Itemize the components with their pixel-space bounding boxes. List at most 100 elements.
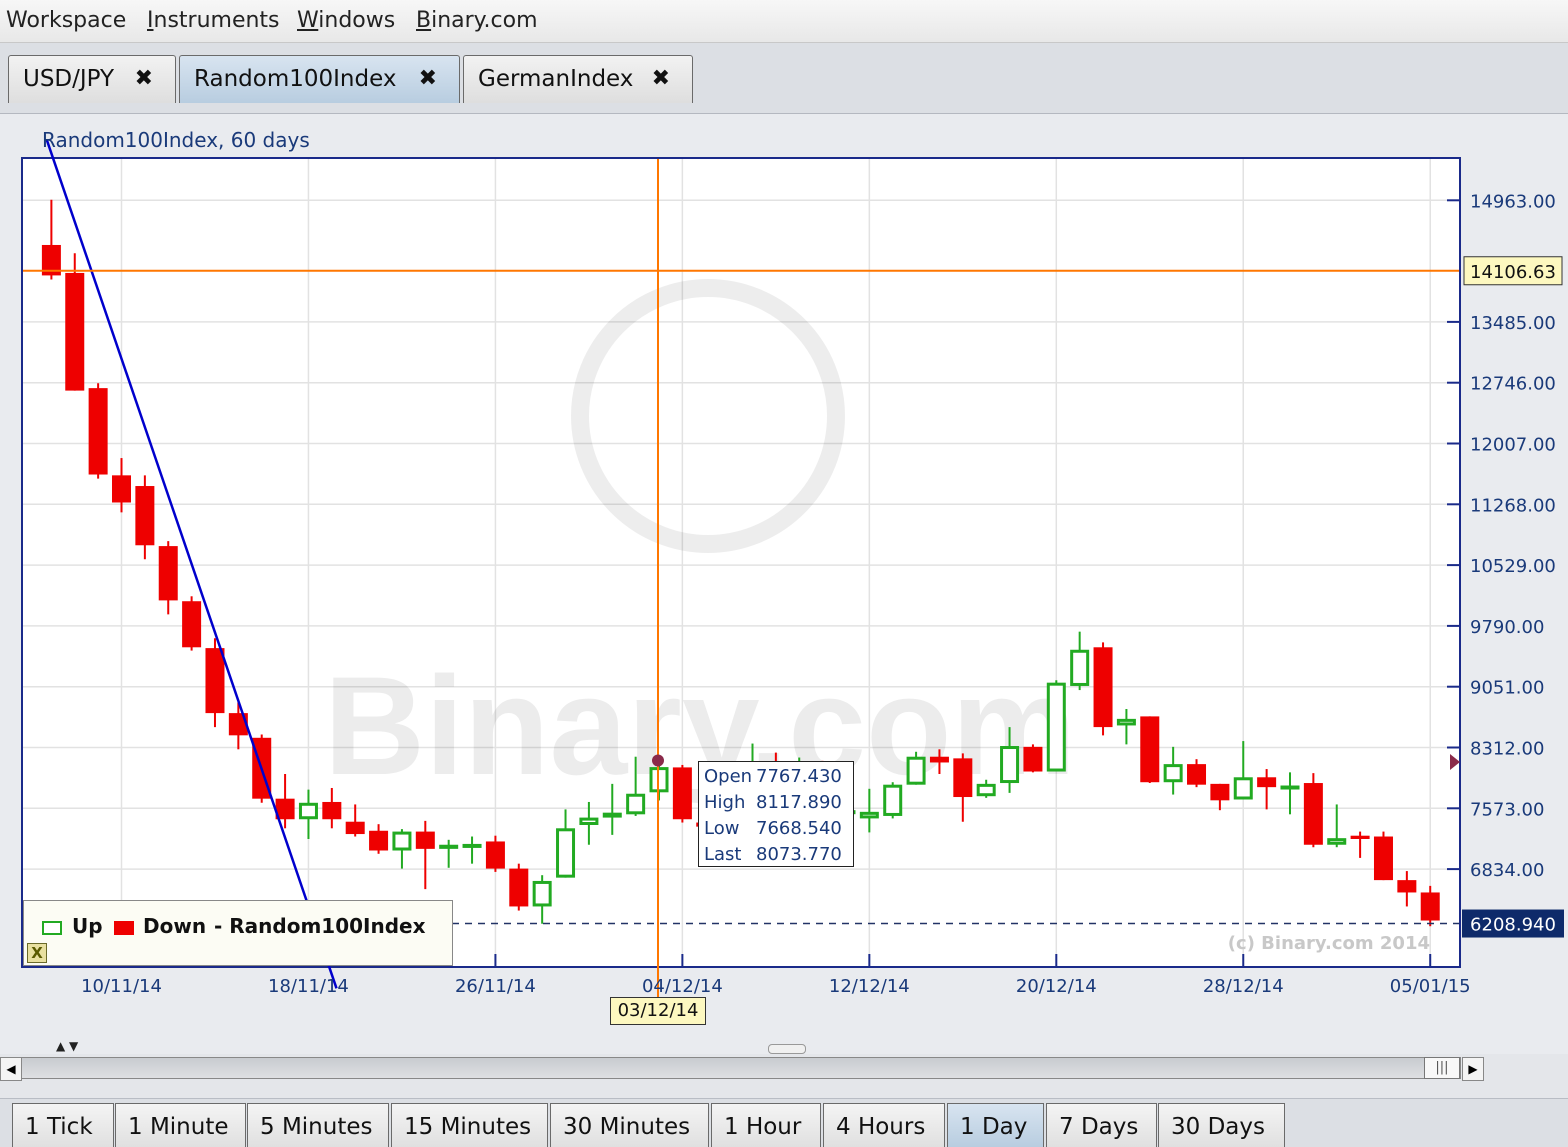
tab-usd-jpy[interactable]: USD/JPY ✖ [8,55,176,103]
candle-down[interactable] [1397,871,1417,907]
candle-down[interactable] [1350,831,1370,858]
candle-up[interactable] [1116,708,1136,745]
candle-body [228,713,248,736]
chart-panel[interactable]: Binary.com 14963.00 13485.00 12746.00 12007… [0,114,1568,1054]
y-tick-label: 8312.00 [1470,739,1544,760]
candle-down[interactable] [135,475,155,560]
candle-up[interactable] [1163,746,1183,795]
candle-down[interactable] [929,749,949,774]
menu-instruments[interactable]: Instruments [147,8,280,33]
candle-down[interactable] [1257,769,1277,810]
tab-close-icon[interactable]: ✖ [651,66,670,91]
timeframe-30-days-button[interactable]: 30 Days [1158,1103,1285,1147]
candle-up[interactable] [1070,631,1090,691]
candle-down[interactable] [1140,716,1160,784]
time-scrollbar[interactable]: ◀ ||| ▶ [0,1054,1568,1084]
candle-up[interactable] [1046,680,1066,772]
candle-up[interactable] [1233,741,1253,800]
scroll-left-button[interactable]: ◀ [0,1057,22,1081]
tab-close-icon[interactable]: ✖ [134,66,153,91]
candle-down[interactable] [112,458,131,513]
candle-down[interactable] [1420,885,1440,927]
timeframe-7-days-button[interactable]: 7 Days [1046,1103,1157,1147]
candle-up[interactable] [883,782,903,819]
menu-workspace[interactable]: Workspace [6,8,127,33]
candle-body [1210,783,1230,801]
candle-body [112,475,131,503]
scroll-thumb[interactable]: ||| [1424,1057,1460,1079]
candle-down[interactable] [369,824,389,854]
candle-down[interactable] [345,804,365,837]
candle-body [1023,746,1043,772]
tab-label: USD/JPY [23,66,115,92]
timeframe-5-minutes-button[interactable]: 5 Minutes [247,1103,389,1147]
candle-up[interactable] [626,756,646,816]
scroll-right-button[interactable]: ▶ [1462,1057,1484,1081]
tab-close-icon[interactable]: ✖ [418,66,437,91]
collapse-arrows-icon[interactable]: ▲ ▼ [56,1039,79,1053]
y-tick-label: 14963.00 [1470,191,1556,212]
candle-up[interactable] [602,783,622,835]
timeframe-4-hours-button[interactable]: 4 Hours [823,1103,945,1147]
candle-up[interactable] [1000,727,1020,793]
candle-body [1070,649,1090,686]
candle-up[interactable] [579,801,599,845]
tab-random100index[interactable]: Random100Index ✖ [179,55,460,103]
candle-up[interactable] [1280,772,1300,815]
candle-down[interactable] [485,835,505,872]
tab-germanindex[interactable]: GermanIndex ✖ [463,55,693,103]
candle-down[interactable] [953,753,973,822]
timeframe-30-minutes-button[interactable]: 30 Minutes [550,1103,709,1147]
candle-down[interactable] [88,383,108,479]
chart-horizontal-resizer[interactable] [768,1044,806,1054]
candle-down[interactable] [1023,744,1043,773]
tooltip-value: 7668.540 [756,818,842,839]
candle-down[interactable] [415,820,435,890]
price-handle-icon[interactable] [1450,754,1460,770]
candle-down[interactable] [1187,759,1207,788]
candle-down[interactable] [1210,783,1230,811]
timeframe-1-day-button[interactable]: 1 Day [947,1103,1044,1147]
candle-down[interactable] [1093,642,1113,736]
candle-up[interactable] [556,809,576,878]
menu-windows[interactable]: Windows [297,8,396,33]
candle-down[interactable] [672,764,692,823]
candle-down[interactable] [1373,831,1393,881]
candle-up[interactable] [462,836,482,864]
candle-up[interactable] [392,829,412,869]
tooltip-value: 8073.770 [756,844,842,865]
timeframe-15-minutes-button[interactable]: 15 Minutes [391,1103,548,1147]
candle-down[interactable] [205,638,225,728]
candle-up[interactable] [859,788,879,833]
candle-down[interactable] [322,787,342,829]
tooltip-label: Low [704,818,740,839]
menu-binary-com[interactable]: Binary.com [416,8,538,33]
candle-up[interactable] [439,839,459,868]
candle-up[interactable] [1327,804,1347,848]
candle-body [1116,718,1136,726]
x-tick-label: 20/12/14 [1016,976,1097,997]
candle-down[interactable] [275,773,295,829]
candle-down[interactable] [509,863,529,911]
candle-up[interactable] [298,789,318,839]
candle-body [1233,777,1253,800]
tooltip-label: Last [704,844,742,865]
candle-up[interactable] [906,751,926,785]
candle-up[interactable] [976,779,996,798]
chart-legend: Up Down - Random100Index X [23,900,453,966]
trend-line[interactable] [45,139,338,989]
candle-body [579,817,599,826]
legend-close-button[interactable]: X [27,943,47,963]
candle-down[interactable] [228,702,248,750]
candle-down[interactable] [65,253,85,391]
scroll-track[interactable] [21,1057,1461,1079]
timeframe-1-hour-button[interactable]: 1 Hour [711,1103,821,1147]
timeframe-1-tick-button[interactable]: 1 Tick [12,1103,114,1147]
candle-up[interactable] [649,763,669,801]
candle-down[interactable] [1303,773,1323,848]
candle-down[interactable] [182,596,202,651]
candle-up[interactable] [532,875,552,924]
candle-down[interactable] [41,199,61,280]
timeframe-1-minute-button[interactable]: 1 Minute [115,1103,246,1147]
candle-down[interactable] [158,541,178,615]
